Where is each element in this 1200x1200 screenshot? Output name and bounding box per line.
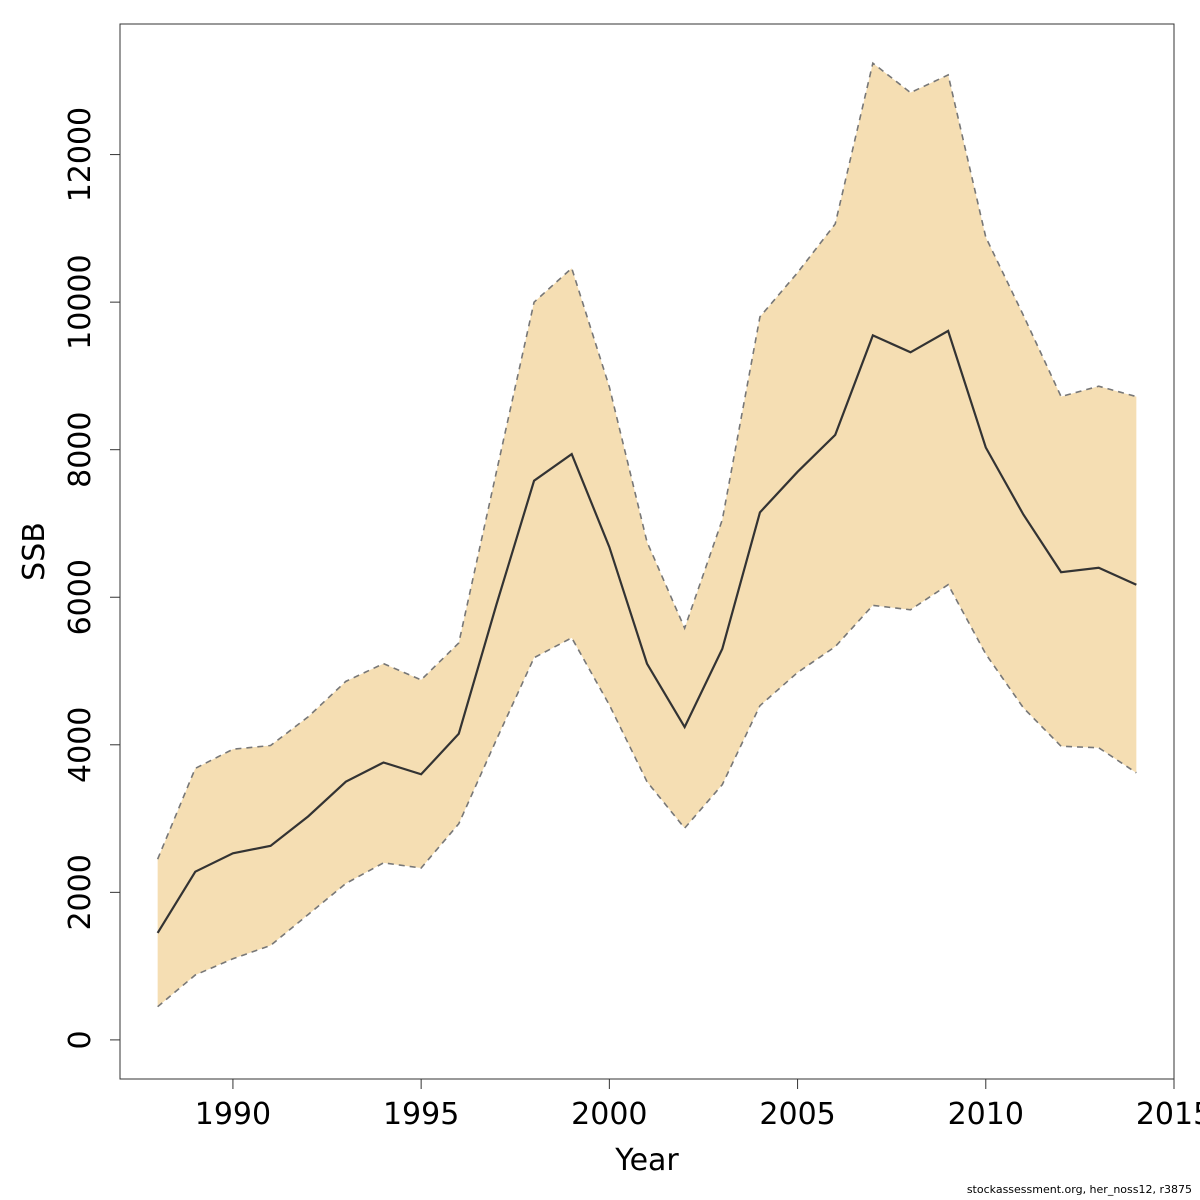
x-tick-label: 2015 xyxy=(1136,1097,1200,1132)
y-tick-label: 6000 xyxy=(63,559,98,635)
confidence-bounds-layer xyxy=(156,61,1137,1008)
y-tick-label: 0 xyxy=(63,1030,98,1049)
x-tick-label: 2000 xyxy=(571,1097,647,1132)
y-tick-label: 10000 xyxy=(63,254,98,349)
x-tick-label: 1990 xyxy=(195,1097,271,1132)
x-axis: 1990 1995 2000 2005 2010 2015 xyxy=(195,1078,1200,1132)
y-tick-label: 2000 xyxy=(63,854,98,930)
ssb-estimate-line xyxy=(156,329,1137,934)
footer-note: stockassessment.org, her_noss12, r3875 xyxy=(966,1183,1192,1196)
y-tick-label: 8000 xyxy=(63,412,98,488)
y-tick-label: 12000 xyxy=(63,107,98,202)
x-axis-title: Year xyxy=(614,1143,679,1178)
estimate-line-layer xyxy=(156,329,1137,934)
lower-bound-line xyxy=(157,583,1137,1008)
y-axis-title: SSB xyxy=(17,522,52,581)
x-tick-label: 2010 xyxy=(948,1097,1024,1132)
confidence-band-layer xyxy=(157,63,1137,1007)
upper-bound-line xyxy=(156,61,1137,860)
confidence-band xyxy=(157,63,1137,1007)
y-axis: 0 2000 4000 6000 8000 10000 12000 xyxy=(63,107,121,1049)
x-tick-label: 2005 xyxy=(759,1097,835,1132)
y-tick-label: 4000 xyxy=(63,707,98,783)
x-tick-label: 1995 xyxy=(383,1097,459,1132)
